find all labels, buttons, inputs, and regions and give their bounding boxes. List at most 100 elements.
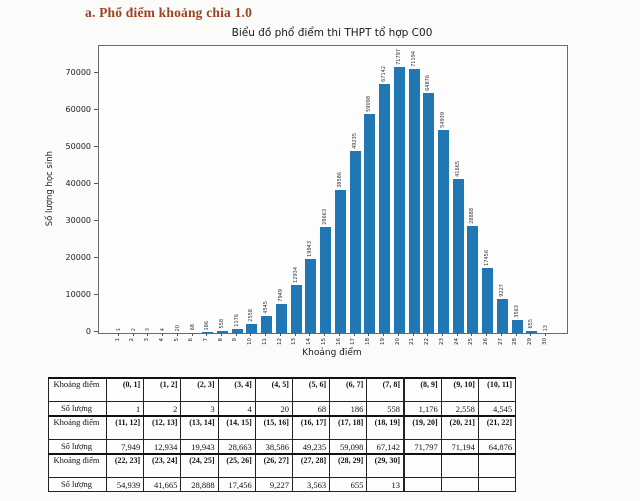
x-tick-label: 25 bbox=[468, 338, 475, 345]
x-tick: 21 bbox=[406, 333, 421, 359]
bar bbox=[261, 316, 273, 333]
x-tick: 13 bbox=[288, 333, 303, 359]
x-tick: 20 bbox=[391, 333, 406, 359]
range-cell: (2, 3] bbox=[180, 377, 219, 402]
range-cell: (4, 5] bbox=[254, 377, 293, 402]
bar-value-label: 68 bbox=[189, 324, 196, 331]
count-cell: 59,098 bbox=[329, 439, 368, 455]
y-axis-ticks: 0 10000 20000 30000 40000 50000 60000 70000 bbox=[40, 45, 98, 336]
bar-value-label: 655 bbox=[528, 319, 535, 329]
table-row: Số lượng 1 2 3 4 20 68 186 558 1,176 2,558 4,545 bbox=[48, 401, 517, 417]
x-tick-mark bbox=[279, 333, 281, 336]
x-tick-mark bbox=[324, 333, 326, 336]
range-cell: (20, 21] bbox=[440, 415, 479, 440]
row-header: Số lượng bbox=[48, 439, 107, 455]
x-tick: 5 bbox=[170, 333, 185, 359]
y-tick-label: 0 bbox=[85, 327, 91, 336]
x-tick-mark bbox=[530, 333, 532, 336]
count-cell: 71,194 bbox=[440, 439, 479, 455]
bar-slot: 186 bbox=[200, 321, 215, 333]
count-cell: 13 bbox=[366, 477, 405, 492]
bar-value-label: 28888 bbox=[469, 208, 476, 225]
section-heading: a. Phổ điểm khoảng chia 1.0 bbox=[85, 5, 253, 20]
bar-slot: 68 bbox=[186, 324, 201, 333]
x-tick-label: 3 bbox=[144, 338, 151, 342]
x-tick: 18 bbox=[361, 333, 376, 359]
x-tick-mark bbox=[545, 333, 547, 336]
bar bbox=[438, 129, 450, 333]
range-cell: (25, 26] bbox=[217, 453, 256, 478]
count-cell: 71,797 bbox=[402, 439, 442, 455]
x-tick-mark bbox=[500, 333, 502, 336]
range-cell: (21, 22] bbox=[477, 415, 517, 440]
bar-value-label: 1 bbox=[115, 327, 122, 331]
x-tick-label: 14 bbox=[306, 338, 313, 345]
x-tick-mark bbox=[309, 333, 311, 336]
bar-value-label: 7949 bbox=[277, 288, 284, 302]
bar bbox=[305, 259, 317, 333]
count-cell: 2,558 bbox=[440, 401, 479, 417]
count-cell: 4 bbox=[217, 401, 256, 417]
bar-slot: 71797 bbox=[392, 49, 407, 333]
bar bbox=[290, 285, 302, 333]
count-cell: 2 bbox=[143, 401, 182, 417]
bar bbox=[467, 226, 479, 333]
bar-value-label: 71797 bbox=[395, 49, 402, 66]
count-cell bbox=[402, 477, 442, 492]
range-cell: (16, 17] bbox=[291, 415, 331, 440]
bar-value-label: 186 bbox=[204, 320, 211, 331]
table-row: Khoảng điểm (0, 1] (1, 2] (2, 3] (3, 4] (4, 5… bbox=[48, 377, 517, 402]
count-cell bbox=[477, 477, 517, 492]
x-tick-mark bbox=[515, 333, 517, 336]
x-tick: 14 bbox=[303, 333, 318, 359]
x-tick-mark bbox=[368, 333, 370, 336]
bar-slot: 71194 bbox=[407, 51, 422, 333]
x-tick-label: 16 bbox=[335, 338, 342, 345]
range-cell: (19, 20] bbox=[402, 415, 442, 440]
count-cell: 3 bbox=[180, 401, 219, 417]
range-cell: (27, 28] bbox=[291, 453, 331, 478]
x-tick: 10 bbox=[244, 333, 259, 359]
x-tick-mark bbox=[221, 333, 222, 336]
bar-value-label: 13 bbox=[543, 324, 550, 331]
bar-slot: 3563 bbox=[510, 305, 525, 333]
y-tick-label: 20000 bbox=[65, 252, 91, 262]
bar bbox=[452, 178, 464, 333]
range-cell: (0, 1] bbox=[105, 377, 145, 402]
x-tick-label: 21 bbox=[409, 338, 416, 345]
x-tick: 27 bbox=[494, 333, 509, 359]
x-tick-label: 5 bbox=[173, 338, 180, 342]
x-tick: 24 bbox=[450, 333, 465, 359]
x-tick-mark bbox=[383, 333, 385, 336]
bar-value-label: 19943 bbox=[307, 241, 314, 258]
bar-value-label: 67142 bbox=[381, 66, 388, 83]
x-tick-label: 22 bbox=[424, 338, 431, 345]
bar bbox=[231, 328, 243, 333]
range-cell: (23, 24] bbox=[143, 453, 182, 478]
x-tick-label: 13 bbox=[291, 338, 298, 345]
bars: 1 2 3 4 20 68 186 558 1176 2558 4545 7949 12934 19943… bbox=[99, 46, 567, 333]
y-tick bbox=[94, 219, 98, 221]
y-tick bbox=[94, 294, 98, 295]
count-cell: 4,545 bbox=[477, 401, 517, 417]
x-tick-label: 27 bbox=[497, 338, 504, 345]
count-cell: 28,888 bbox=[180, 477, 219, 492]
range-cell: (13, 14] bbox=[180, 415, 219, 440]
y-tick bbox=[94, 71, 98, 73]
bar-slot: 2558 bbox=[245, 309, 260, 333]
x-tick: 23 bbox=[435, 333, 450, 359]
bar bbox=[526, 330, 538, 333]
bar-value-label: 2 bbox=[130, 327, 137, 331]
range-cell: (7, 8] bbox=[366, 377, 405, 402]
x-tick-label: 7 bbox=[203, 338, 210, 342]
x-tick-label: 19 bbox=[379, 338, 386, 345]
x-tick-mark bbox=[353, 333, 355, 336]
x-tick: 11 bbox=[258, 333, 273, 359]
bar bbox=[379, 84, 391, 333]
bar-slot: 17456 bbox=[480, 250, 495, 333]
x-tick: 30 bbox=[538, 333, 553, 359]
bar-value-label: 9227 bbox=[498, 284, 505, 297]
range-cell bbox=[440, 453, 479, 478]
bar bbox=[496, 298, 508, 333]
